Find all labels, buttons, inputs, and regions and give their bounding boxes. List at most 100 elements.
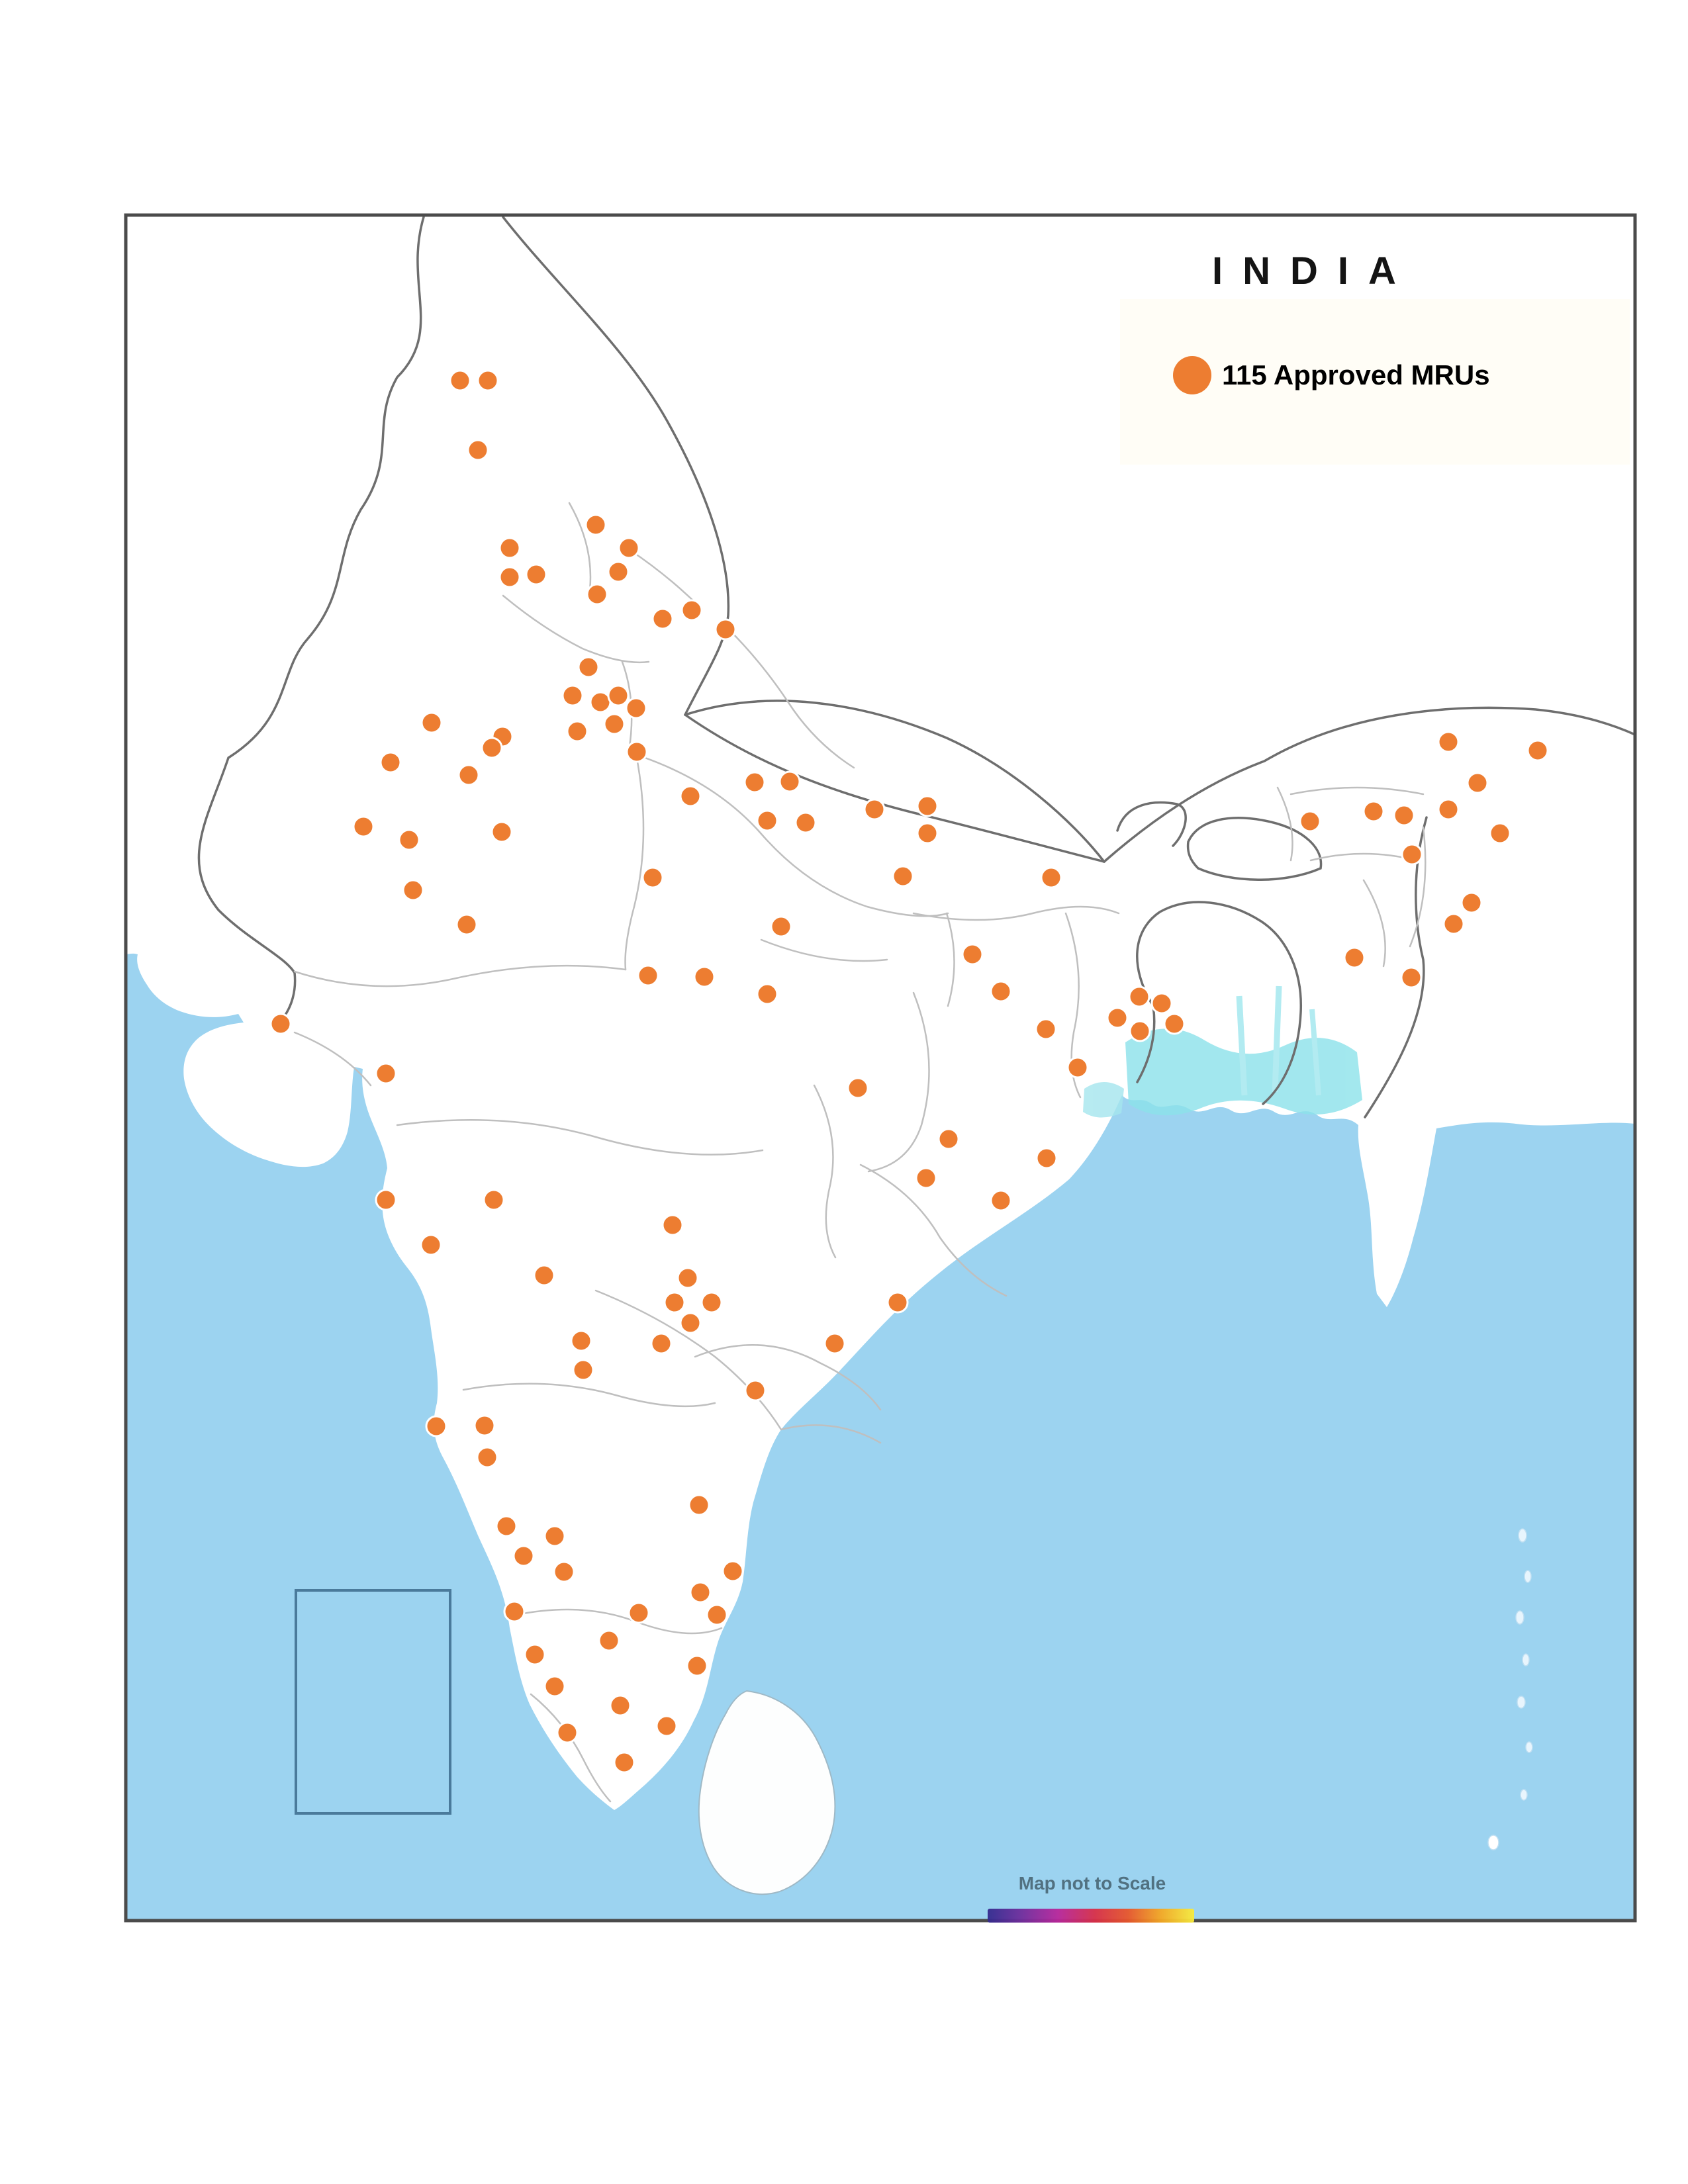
mainland-landmass: [126, 215, 1635, 1810]
mru-dot: [886, 1291, 909, 1314]
mru-dot: [706, 1604, 728, 1626]
mru-dot: [543, 1525, 566, 1547]
border-nepal-north: [684, 700, 1105, 863]
legend: 115 Approved MRUs: [1173, 356, 1490, 394]
lakshadweep-inset-box: [295, 1589, 451, 1815]
mru-dot: [570, 1330, 592, 1352]
mru-dot: [613, 1751, 635, 1774]
legend-label: 115 Approved MRUs: [1222, 359, 1490, 390]
mru-dot: [375, 1062, 397, 1085]
mru-dot: [1400, 966, 1423, 989]
state-borders: [293, 502, 1427, 1803]
mru-dot: [476, 1446, 498, 1469]
mru-dot: [679, 1312, 702, 1334]
mru-dot: [607, 561, 630, 583]
mru-legend-dot-icon: [1173, 356, 1211, 394]
mru-dot: [577, 656, 600, 678]
scale-note: Map not to Scale: [1018, 1873, 1166, 1893]
mru-dot: [651, 608, 674, 630]
mru-dots-layer: [269, 369, 1549, 1774]
mru-dot: [398, 829, 420, 851]
mru-dot: [686, 1655, 708, 1677]
mru-dot: [916, 822, 939, 844]
border-nepal-south: [684, 713, 1105, 863]
mru-dot: [1393, 804, 1415, 827]
mru-dot: [714, 618, 737, 641]
mru-dot: [677, 1267, 699, 1289]
mru-dot: [269, 1013, 292, 1035]
mru-dot: [863, 798, 886, 821]
mru-dot: [1442, 913, 1465, 935]
mru-dot: [722, 1560, 744, 1582]
mru-dot: [603, 713, 626, 735]
mru-dot: [1437, 731, 1460, 753]
mru-dot: [543, 1675, 566, 1698]
mru-dot: [495, 1515, 518, 1537]
mru-dot: [607, 684, 630, 707]
mru-dot: [481, 737, 503, 759]
mru-dot: [961, 943, 984, 966]
mru-dot: [561, 684, 584, 707]
mru-dot: [794, 811, 817, 834]
mru-dot: [990, 1189, 1012, 1212]
border-india-china-east: [1103, 706, 1636, 863]
border-sikkim: [1116, 801, 1187, 847]
mru-dot: [1489, 822, 1511, 844]
mru-dot: [1437, 798, 1460, 821]
mru-dot: [483, 1189, 505, 1211]
mru-dot: [525, 563, 547, 586]
mru-dot: [498, 566, 521, 588]
border-india-china-west: [502, 216, 730, 716]
mru-dot: [457, 764, 480, 786]
mru-dot: [689, 1581, 712, 1604]
mru-dot: [585, 514, 607, 536]
mru-dot: [679, 785, 702, 807]
mru-dot: [402, 879, 424, 901]
mru-dot: [641, 866, 664, 889]
mru-dot: [425, 1415, 447, 1437]
mru-dot: [770, 915, 792, 938]
mru-dot: [1035, 1147, 1058, 1169]
mru-dot: [379, 751, 402, 774]
mru-dot: [533, 1264, 555, 1287]
mru-dot: [1150, 992, 1173, 1015]
border-bangladesh-southwest: [1136, 1005, 1156, 1083]
mru-dot: [512, 1545, 535, 1567]
mru-dot: [467, 439, 489, 461]
mru-dot: [663, 1291, 686, 1314]
mru-dot: [449, 369, 471, 392]
mru-dot: [937, 1128, 960, 1150]
mru-dot: [375, 1189, 397, 1211]
mru-dot: [693, 966, 716, 988]
border-bhutan: [1186, 817, 1323, 881]
mru-dot: [637, 964, 659, 987]
delta-rivers: [1083, 985, 1362, 1118]
mru-dot: [556, 1721, 579, 1744]
mru-dot: [680, 599, 703, 621]
mru-dot: [491, 821, 513, 843]
mru-dot: [1299, 810, 1321, 833]
mru-dot: [700, 1291, 723, 1314]
mru-dot: [628, 1602, 650, 1624]
mru-dot: [572, 1359, 594, 1381]
mru-dot: [1343, 946, 1366, 969]
mru-dot: [455, 913, 478, 936]
mru-dot: [1460, 891, 1483, 914]
mru-dot: [915, 1167, 937, 1189]
mru-dot: [524, 1643, 546, 1666]
mru-dot: [661, 1214, 684, 1236]
mru-dot: [586, 583, 608, 606]
mru-dot: [503, 1600, 526, 1623]
border-bangladesh-west: [1136, 901, 1302, 1105]
mru-dot: [1066, 1056, 1089, 1079]
map-frame: [124, 213, 1637, 1923]
mru-dot: [618, 537, 640, 559]
mru-dot: [1040, 866, 1062, 889]
mru-dot: [352, 815, 375, 838]
mru-dot: [477, 369, 499, 392]
mru-dot: [655, 1715, 678, 1737]
mru-dot: [823, 1332, 846, 1355]
sri-lanka-island: [698, 1690, 836, 1895]
